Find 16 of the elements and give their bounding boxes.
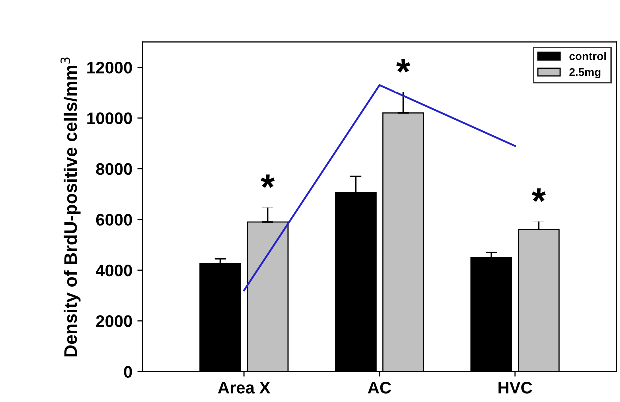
y-tick-label: 10000 (88, 112, 132, 124)
annotation: * (261, 174, 275, 188)
annotation: * (396, 59, 410, 73)
y-tick-label: 8000 (96, 163, 132, 176)
y-tick-label: 0 (124, 366, 132, 378)
annotation: * (532, 188, 546, 202)
x-tick-label: HVC (498, 382, 532, 394)
y-axis-title: Density of BrdU-positive cells/mm$^{3}$ (60, 58, 81, 357)
x-tick-label: AC (368, 382, 392, 394)
x-tick-label: Area X (218, 382, 270, 394)
y-tick-label: 6000 (96, 214, 132, 226)
y-tick-label: 4000 (96, 264, 132, 277)
y-tick-label: 2000 (96, 316, 132, 328)
y-tick-label: 12000 (88, 62, 132, 74)
legend-label: 2.5mg (570, 68, 601, 79)
legend-label: control (570, 52, 606, 60)
